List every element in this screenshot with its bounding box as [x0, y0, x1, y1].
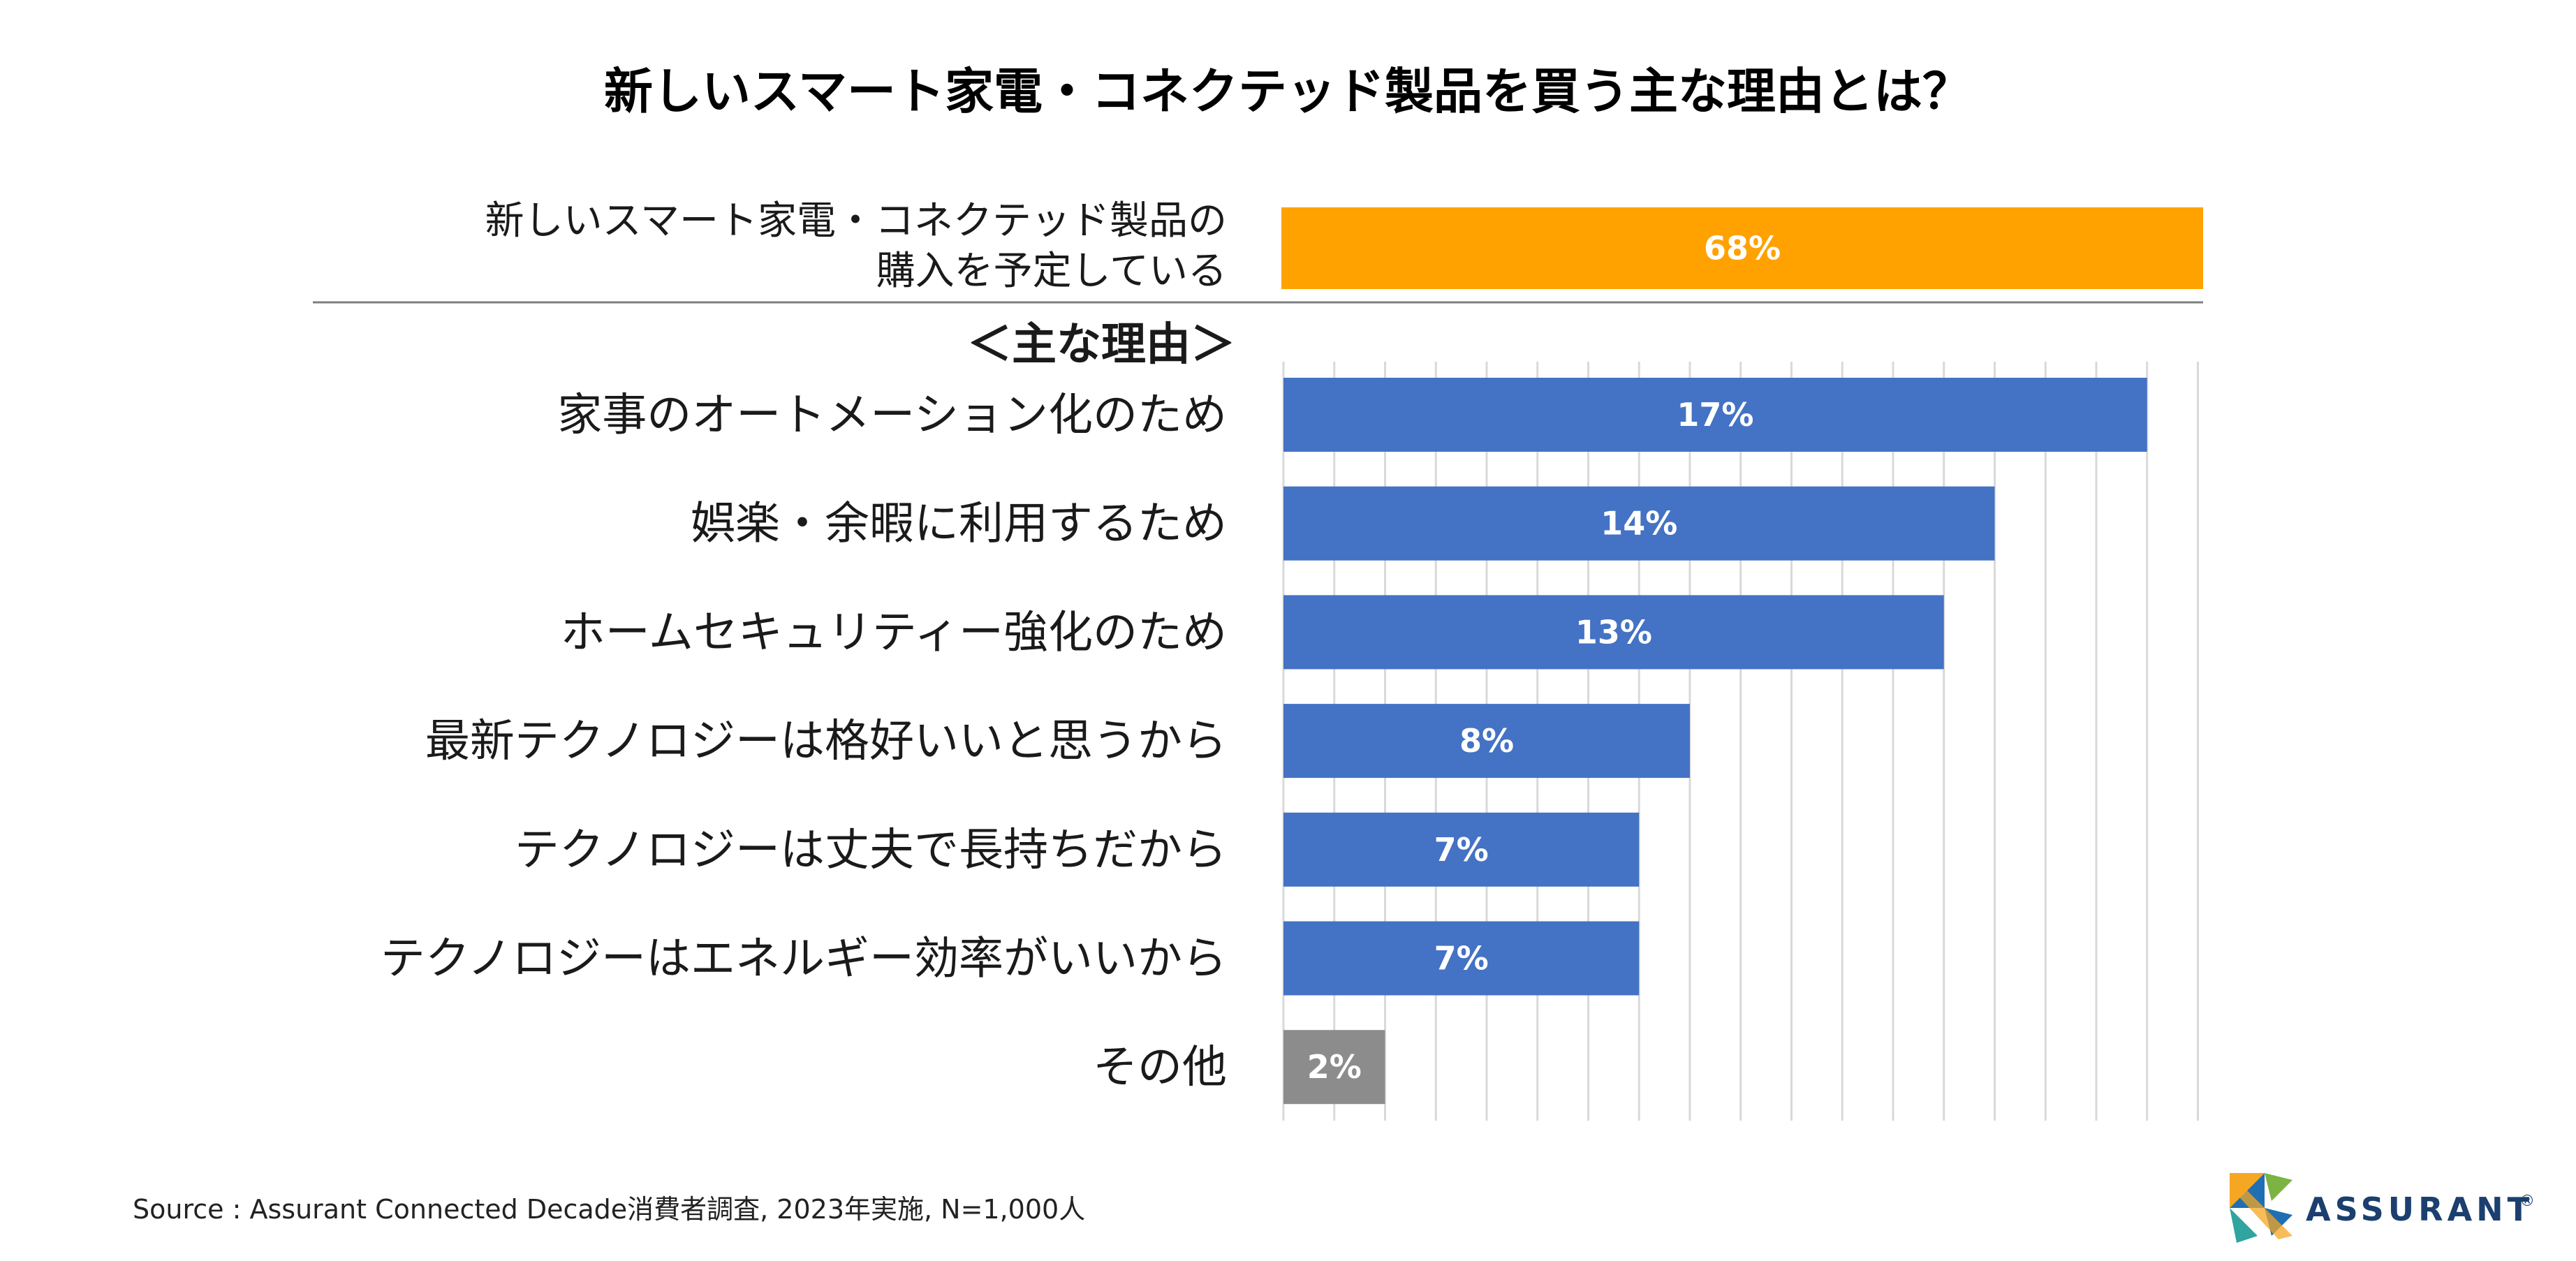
reasons-subheading: ＜主な理由＞ [967, 319, 1235, 371]
value-label: 2% [1307, 1048, 1362, 1086]
headline-label-line: 購入を予定している [876, 249, 1227, 294]
headline-value-label: 68% [1704, 230, 1781, 267]
brand-name: ASSURANT [2306, 1190, 2533, 1228]
category-label: テクノロジーはエネルギー効率がいいから [381, 934, 1227, 985]
bar [1283, 812, 1640, 887]
source-note: Source : Assurant Connected Decade消費者調査,… [133, 1194, 1085, 1225]
category-label: 娯楽・余暇に利用するため [691, 499, 1227, 550]
value-label: 14% [1600, 505, 1677, 543]
bars [1283, 378, 2147, 1105]
brand-registered-mark: ® [2519, 1193, 2535, 1210]
value-label: 13% [1575, 613, 1652, 651]
category-label: ホームセキュリティー強化のため [561, 607, 1227, 658]
category-label: 最新テクノロジーは格好いいと思うから [425, 716, 1227, 767]
bar [1283, 378, 2147, 452]
value-label: 17% [1677, 396, 1753, 434]
headline-bar [1281, 207, 2203, 289]
category-label: テクノロジーは丈夫で長持ちだから [515, 825, 1227, 876]
bar [1283, 704, 1690, 779]
bar [1283, 486, 1995, 561]
assurant-logo-mark-icon [2230, 1173, 2292, 1243]
value-labels: 17% 14% 13% 8% 7% 7% 2% [1307, 396, 1754, 1086]
bar [1283, 595, 1944, 670]
value-label: 8% [1459, 722, 1514, 760]
category-labels: 家事のオートメーション化のため娯楽・余暇に利用するためホームセキュリティー強化の… [381, 390, 1227, 1093]
chart-title: 新しいスマート家電・コネクテッド製品を買う主な理由とは？ [604, 63, 1971, 120]
bar [1283, 1030, 1385, 1105]
headline-label-line: 新しいスマート家電・コネクテッド製品の [485, 198, 1227, 244]
value-label: 7% [1434, 831, 1489, 869]
category-label: その他 [1093, 1042, 1227, 1093]
value-label: 7% [1434, 940, 1489, 978]
assurant-logo: ASSURANT ® [2230, 1173, 2535, 1243]
bar [1283, 921, 1640, 996]
category-label: 家事のオートメーション化のため [557, 390, 1227, 441]
